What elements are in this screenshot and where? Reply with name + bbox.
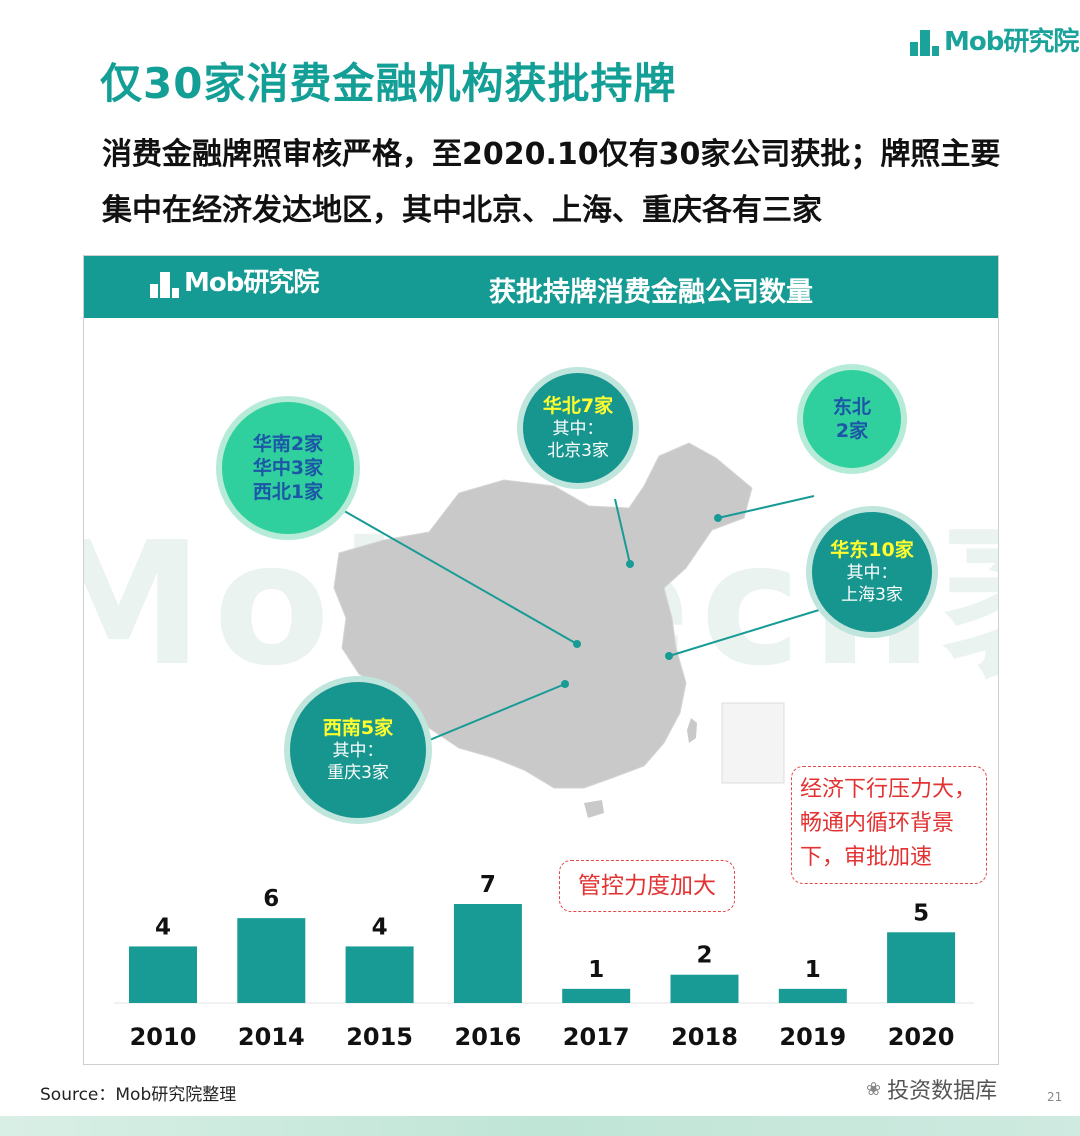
region-title: 华东10家 (830, 539, 914, 561)
bar-value-label: 4 (372, 914, 388, 940)
china-map (331, 442, 820, 818)
region-sub: 其中： (846, 563, 898, 583)
bar-2014 (237, 918, 306, 1003)
chart-panel: MobTech袤博 Mob研究院 获批持牌消费金融公司数量 华南2家 华中 (83, 255, 999, 1065)
bar-2010 (129, 946, 197, 1003)
region-sub: 北京3家 (547, 441, 609, 461)
x-tick-label: 2010 (130, 1023, 197, 1051)
annotation-control: 管控力度加大 (559, 860, 735, 912)
south-sea-inset (721, 702, 785, 784)
connector-line-east (668, 609, 820, 657)
building-logo-icon (150, 272, 180, 298)
bottom-stripe (0, 1116, 1080, 1136)
hainan-shape (584, 800, 604, 818)
region-bubble-northeast: 东北 2家 (797, 364, 907, 474)
wechat-account: ❀ 投资数据库 (866, 1073, 997, 1105)
bar-value-label: 2 (696, 943, 712, 969)
bar-2017 (562, 988, 631, 1003)
region-line: 东北 (832, 396, 871, 418)
bar-value-label: 6 (263, 886, 279, 912)
map-dot-southwest (561, 680, 569, 688)
map-dot-central (573, 640, 581, 648)
bar-value-label: 1 (805, 957, 821, 983)
bar-2016 (453, 904, 522, 1003)
x-tick-label: 2019 (779, 1023, 846, 1051)
region-line: 西北1家 (252, 481, 324, 503)
region-sub: 重庆3家 (327, 763, 389, 783)
x-tick-label: 2018 (671, 1023, 738, 1051)
wechat-account-name: 投资数据库 (887, 1079, 998, 1104)
bar-2019 (778, 988, 847, 1003)
x-tick-label: 2017 (563, 1023, 630, 1051)
region-title: 西南5家 (322, 717, 394, 739)
panel-title: 获批持牌消费金融公司数量 (489, 277, 813, 308)
x-tick-label: 2016 (455, 1023, 522, 1051)
page-number: 21 (1047, 1090, 1063, 1104)
bar-2020 (887, 932, 956, 1003)
page-subtitle: 消费金融牌照审核严格，至2020.10仅有30家公司获批；牌照主要集中在经济发达… (102, 137, 1001, 228)
region-line: 华南2家 (252, 433, 324, 455)
connector-line-north (614, 498, 631, 565)
taiwan-shape (687, 718, 697, 743)
region-sub: 其中： (552, 419, 604, 439)
region-title: 华北7家 (542, 395, 614, 417)
region-line: 2家 (835, 420, 869, 442)
connector-line-northeast (717, 495, 815, 519)
annotation-line: 经济下行压力大， (800, 777, 977, 802)
source-note: Source：Mob研究院整理 (40, 1085, 237, 1105)
map-dot-east (665, 652, 673, 660)
bar-value-label: 1 (588, 957, 604, 983)
x-tick-label: 2015 (346, 1023, 413, 1051)
annotation-line: 下，审批加速 (800, 845, 933, 870)
connector-line-central (331, 503, 578, 645)
region-line: 华中3家 (252, 457, 324, 479)
bar-value-label: 5 (913, 900, 929, 926)
bar-chart: 4 2010 6 2014 4 2015 7 2016 1 2017 2 2018 1 2019 5 2020 (114, 872, 974, 1051)
x-tick-label: 2014 (238, 1023, 305, 1051)
map-dot-northeast (714, 514, 722, 522)
annotation-economy: 经济下行压力大， 畅通内循环背景 下，审批加速 (791, 766, 987, 884)
wechat-icon: ❀ (866, 1078, 882, 1100)
region-bubble-central: 华南2家 华中3家 西北1家 (216, 396, 360, 540)
panel-logo-text: Mob研究院 (184, 268, 319, 298)
x-tick-label: 2020 (888, 1023, 955, 1051)
map-dot-north (626, 560, 634, 568)
bar-2018 (670, 974, 739, 1003)
brand-logo-text: Mob研究院 (944, 27, 1079, 57)
region-bubble-north: 华北7家 其中： 北京3家 (517, 367, 639, 489)
panel-logo: Mob研究院 (150, 268, 319, 298)
page-title: 仅30家消费金融机构获批持牌 (100, 59, 677, 108)
annotation-line: 畅通内循环背景 (800, 811, 955, 836)
region-sub: 其中： (332, 741, 384, 761)
region-bubble-southwest: 西南5家 其中： 重庆3家 (284, 676, 432, 824)
building-logo-icon (910, 30, 940, 56)
bar-value-label: 7 (480, 872, 496, 898)
bar-2015 (345, 946, 414, 1003)
region-bubble-east: 华东10家 其中： 上海3家 (806, 506, 938, 638)
brand-logo: Mob研究院 (910, 27, 1079, 57)
bar-value-label: 4 (155, 914, 171, 940)
panel-header: Mob研究院 获批持牌消费金融公司数量 (84, 256, 998, 318)
region-sub: 上海3家 (841, 585, 903, 605)
